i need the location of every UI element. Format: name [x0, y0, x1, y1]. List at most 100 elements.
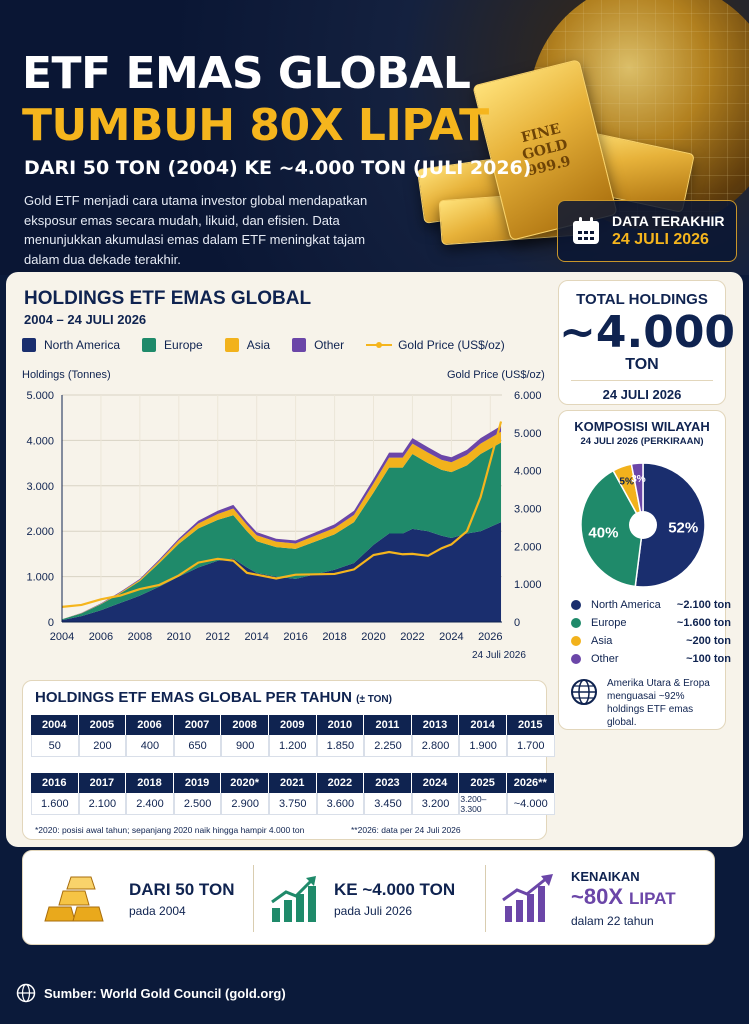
y2-tick-label: 6.000: [514, 390, 542, 402]
calendar-icon: [573, 217, 599, 244]
table-value-cell: 50: [31, 735, 79, 757]
pie-hole: [629, 511, 657, 539]
y2-tick-label: 3.000: [514, 504, 542, 516]
table-year-cell: 2024: [411, 773, 460, 793]
x-tick-label: 2020: [361, 631, 385, 643]
last-data-label: DATA TERAKHIR: [612, 213, 725, 229]
region-row: North America ~2.100 ton: [571, 599, 731, 611]
x-tick-label: 2026: [478, 631, 502, 643]
y-axis-label: Holdings (Tonnes): [22, 369, 111, 381]
table-year-cell: 2010: [316, 715, 365, 735]
footer: [0, 968, 749, 1024]
source-text: Sumber: World Gold Council (gold.org): [44, 986, 286, 1001]
region-row: Europe ~1.600 ton: [571, 617, 731, 629]
table-year-cell: 2004: [31, 715, 79, 735]
y-tick-label: 2.000: [26, 526, 54, 538]
table-value-cell: ~4.000: [506, 793, 555, 815]
globe-icon: [571, 679, 597, 705]
table-value-cell: 400: [126, 735, 174, 757]
area-north-america: [62, 522, 502, 622]
x-tick-label: 2008: [128, 631, 152, 643]
x-tick-label: 2014: [244, 631, 268, 643]
legend-europe: Europe: [142, 338, 203, 352]
table-year-cell: 2023: [364, 773, 412, 793]
x-tick-label: 2018: [322, 631, 346, 643]
table-year-cell: 2020*: [221, 773, 269, 793]
composition-card: KOMPOSISI WILAYAH 24 JULI 2026 (PERKIRAA…: [558, 410, 731, 730]
footnote-2026: **2026: data per 24 Juli 2026: [351, 825, 461, 835]
stat-growth-small: dalam 22 tahun: [571, 914, 654, 928]
table-title: HOLDINGS ETF EMAS GLOBAL PER TAHUN (± TO…: [35, 689, 392, 706]
x-tick-label: 2006: [89, 631, 113, 643]
table-year-cell: 2025: [459, 773, 507, 793]
table-value-cell: 900: [221, 735, 269, 757]
title-line-1: ETF EMAS GLOBAL: [22, 48, 471, 99]
y-tick-label: 5.000: [26, 390, 54, 402]
footnote-2020: *2020: posisi awal tahun; sepanjang 2020…: [35, 825, 305, 835]
x-tick-label: 2004: [50, 631, 74, 643]
summary-stats-card: DARI 50 TON pada 2004 KE ~4.000 TON pada J…: [22, 850, 715, 945]
total-unit: TON: [625, 356, 659, 373]
table-header-row: 2004 2005 2006 2007 2008 2009 2010 2011 2013 2014…: [31, 715, 555, 735]
table-value-cell: 2.500: [173, 793, 222, 815]
pie-label: 40%: [588, 525, 618, 542]
table-year-cell: 2009: [268, 715, 317, 735]
x-tick-label: 2010: [167, 631, 191, 643]
y2-tick-label: 5.000: [514, 428, 542, 440]
intro-text: Gold ETF menjadi cara utama investor glo…: [24, 193, 368, 267]
table-value-cell: 2.400: [126, 793, 174, 815]
stat-growth-big: ~80X: [571, 884, 623, 909]
total-value: ~4.000: [559, 307, 736, 358]
stat-end-big: KE ~4.000 TON: [334, 879, 456, 899]
x-tick-label: 2016: [283, 631, 307, 643]
table-year-cell: 2008: [221, 715, 269, 735]
table-value-cell: 3.450: [364, 793, 412, 815]
stat-start-small: pada 2004: [129, 903, 186, 918]
total-date: 24 JULI 2026: [602, 387, 682, 402]
chart-subtitle: 2004 – 24 JULI 2026: [24, 312, 147, 327]
growth-chart-icon: [271, 875, 316, 922]
table-year-cell: 2017: [78, 773, 127, 793]
table-value-cell: 3.600: [316, 793, 365, 815]
hero-banner: FINE GOLD 999.9: [0, 0, 749, 275]
table-value-cell: 3.200–3.300: [459, 793, 507, 815]
holdings-area-chart: 0 1.000 2.000 3.000 4.000 5.000 0 1.000 2.000 3.0…: [26, 390, 542, 643]
legend-north-america: North America: [22, 338, 120, 352]
legend-asia: Asia: [224, 338, 270, 352]
globe-icon: [16, 983, 36, 1003]
yearly-holdings-table: HOLDINGS ETF EMAS GLOBAL PER TAHUN (± TO…: [22, 680, 555, 840]
y-tick-label: 0: [48, 617, 54, 629]
pie-slice-north-america: [634, 462, 706, 588]
composition-title: KOMPOSISI WILAYAH: [574, 419, 710, 434]
y2-tick-label: 4.000: [514, 466, 542, 478]
table-year-cell: 2026**: [506, 773, 555, 793]
x-tick-label: 2012: [206, 631, 230, 643]
title-line-2: TUMBUH 80X LIPAT: [22, 100, 489, 151]
total-holdings-card: TOTAL HOLDINGS ~4.000 TON 24 JULI 2026: [558, 280, 736, 405]
table-year-cell: 2014: [459, 715, 507, 735]
y2-tick-label: 0: [514, 617, 520, 629]
stat-growth: KENAIKAN ~80X LIPAT dalam 22 tahun: [501, 851, 676, 946]
stat-start-big: DARI 50 TON: [129, 879, 235, 899]
y2-tick-label: 1.000: [514, 579, 542, 591]
gold-price-line: [61, 421, 503, 608]
area-europe: [62, 442, 502, 621]
last-data-box: DATA TERAKHIR 24 JULI 2026: [557, 200, 737, 262]
legend-gold-price: Gold Price (US$/oz): [366, 338, 505, 352]
table-value-cell: 200: [78, 735, 127, 757]
total-title: TOTAL HOLDINGS: [576, 291, 708, 308]
table-value-cell: 1.200: [268, 735, 317, 757]
chart-title: HOLDINGS ETF EMAS GLOBAL: [24, 288, 312, 309]
chart-legend: North America Europe Asia Other Gold Pri…: [22, 338, 527, 352]
table-year-cell: 2007: [173, 715, 222, 735]
x-tick-label: 2022: [400, 631, 424, 643]
table-value-cell: 2.800: [411, 735, 460, 757]
stat-end: KE ~4.000 TON pada Juli 2026: [268, 851, 455, 946]
stat-growth-big2: LIPAT: [629, 889, 676, 908]
stat-end-small: pada Juli 2026: [334, 903, 413, 918]
table-year-cell: 2006: [126, 715, 174, 735]
table-year-cell: 2013: [411, 715, 460, 735]
table-value-row: 50 200 400 650 900 1.200 1.850 2.250 2.800 1.900 1…: [31, 735, 555, 757]
table-value-cell: 1.600: [31, 793, 79, 815]
table-year-cell: 2021: [268, 773, 317, 793]
